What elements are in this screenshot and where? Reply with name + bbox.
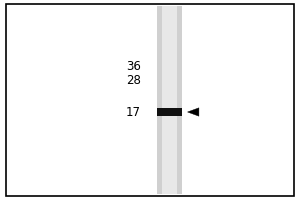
Bar: [157, 6, 182, 194]
Bar: [157, 108, 182, 116]
Polygon shape: [188, 108, 199, 116]
Text: 17: 17: [126, 106, 141, 118]
Text: 36: 36: [126, 60, 141, 72]
Text: 28: 28: [126, 74, 141, 88]
Bar: [163, 6, 176, 194]
